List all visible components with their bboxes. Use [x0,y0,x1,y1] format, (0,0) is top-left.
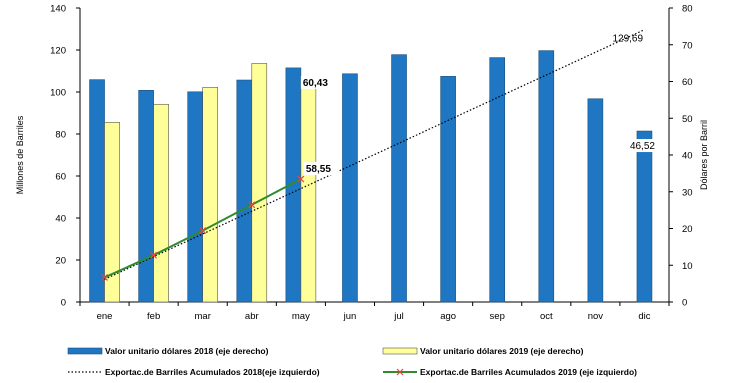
bar-2018 [89,79,105,303]
x-axis-ticks: ene feb mar abr may jun jul ago sep oct nov dic [79,302,670,322]
line-2019-point [101,274,108,281]
left-tick-label: 120 [50,46,66,57]
bar-2018 [489,57,506,303]
right-tick-label: 40 [682,151,693,162]
data-label: 46,52 [630,141,655,152]
data-label: 60,43 [303,78,328,89]
left-tick-label: 60 [55,172,66,183]
data-label-background [300,75,335,89]
bar-2019 [300,79,317,303]
left-tick-label: 20 [55,256,66,267]
bar-2018 [636,130,653,303]
x-tick-label: dic [638,311,650,322]
data-labels: 60,43 58,55 129,69 46,52 [300,34,660,176]
right-axis-ticks: 0 10 20 30 40 50 60 70 80 [669,4,693,309]
bar-2019 [104,121,120,303]
data-label-background [303,162,338,176]
data-label-background [625,139,660,153]
legend: Valor unitario dólares 2018 (eje derecho… [67,346,637,377]
series-bars-2018 [89,50,653,303]
legend-swatch [382,347,418,355]
x-tick-label: oct [540,311,553,322]
left-tick-label: 140 [50,4,66,15]
right-tick-label: 30 [682,187,693,198]
left-axis-ticks: 0 20 40 60 80 100 120 140 [50,4,80,309]
line-2018-path [104,29,645,280]
line-2019-point [297,175,305,183]
x-tick-label: nov [588,311,604,322]
right-tick-label: 50 [682,114,693,125]
data-label: 129,69 [612,34,643,45]
right-tick-label: 60 [682,77,693,88]
x-tick-label: mar [195,311,211,322]
bar-2019 [251,63,268,303]
x-tick-label: sep [490,311,505,322]
x-tick-label: jul [393,311,404,322]
bar-2018 [187,91,204,303]
x-tick-label: feb [147,311,160,322]
legend-label: Valor unitario dólares 2019 (eje derecho… [420,346,584,356]
x-tick-label: may [292,311,310,322]
right-tick-label: 10 [682,261,693,272]
left-tick-label: 80 [55,130,66,141]
bar-2018 [391,54,407,303]
legend-label: Valor unitario dólares 2018 (eje derecho… [105,346,269,356]
line-2019-point [199,227,207,235]
legend-label: Exportac.de Barriles Acumulados 2019 (ej… [420,367,637,377]
data-label: 58,55 [306,164,331,175]
bar-2019 [153,103,169,303]
right-tick-label: 70 [682,40,693,51]
bar-2018 [440,76,456,303]
legend-marker [396,368,404,376]
right-tick-label: 20 [682,224,693,235]
legend-label: Exportac.de Barriles Acumulados 2018(eje… [105,367,320,377]
left-tick-label: 40 [55,214,66,225]
bar-2018 [538,50,555,303]
plot-area: 0 20 40 60 80 100 120 140 0 10 20 30 40 50 60 70 80 ene… [50,4,692,323]
legend-swatch [67,347,103,355]
left-axis-title: Millones de Barriles [15,115,25,194]
line-2019-point [150,251,158,259]
right-tick-label: 80 [682,4,693,15]
left-tick-label: 100 [50,88,66,99]
bar-2018 [342,73,358,303]
series-bars-2019 [104,63,317,303]
x-tick-label: jun [343,311,357,322]
line-2019-point [248,201,256,209]
bar-2018 [236,79,253,303]
x-tick-label: ago [440,311,456,322]
bar-2019 [202,87,219,303]
right-tick-label: 0 [682,298,687,309]
left-tick-label: 0 [61,298,66,309]
series-line-2018 [104,29,645,280]
right-axis-title: Dólares por Barril [699,120,709,190]
bar-2018 [138,90,154,303]
bar-2018 [587,98,604,303]
x-tick-label: ene [97,311,113,322]
x-tick-label: abr [245,311,259,322]
series-line-2019 [101,175,305,281]
